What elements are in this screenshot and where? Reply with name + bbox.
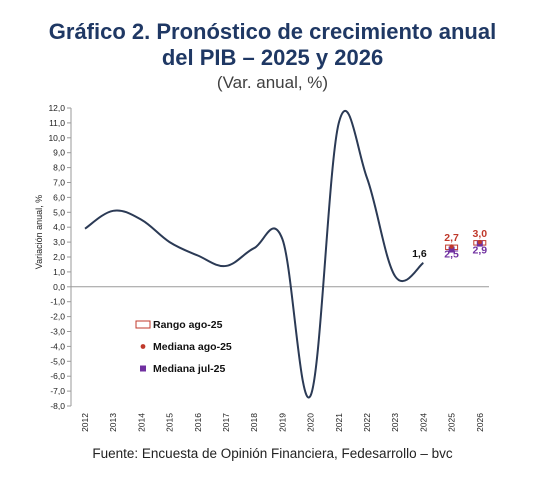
y-tick-label: -7,0	[50, 386, 65, 396]
y-axis-title: Variación anual, %	[34, 195, 44, 269]
source-note: Fuente: Encuesta de Opinión Financiera, …	[92, 446, 453, 461]
y-tick-label: -1,0	[50, 297, 65, 307]
data-label: 2,9	[472, 245, 487, 257]
data-label: 2,5	[444, 249, 459, 261]
median-jul-marker	[448, 246, 455, 253]
legend-median-jul-swatch	[140, 365, 146, 372]
chart-title-line1: Gráfico 2. Pronóstico de crecimiento anu…	[48, 19, 497, 44]
x-tick-label: 2021	[334, 413, 344, 432]
y-tick-label: 1,0	[53, 267, 65, 277]
y-tick-label: 4,0	[53, 222, 65, 232]
x-tick-label: 2014	[136, 413, 146, 432]
y-tick-label: 5,0	[53, 207, 65, 217]
legend-median-aug-swatch	[140, 344, 146, 349]
x-tick-label: 2022	[362, 413, 372, 432]
x-tick-label: 2015	[165, 413, 175, 432]
y-tick-label: 7,0	[53, 178, 65, 188]
data-label: 3,0	[472, 228, 487, 240]
x-tick-label: 2024	[418, 413, 428, 432]
y-tick-label: 10,0	[48, 133, 65, 143]
legend-label: Mediana ago-25	[153, 341, 232, 353]
y-tick-label: -4,0	[50, 341, 65, 351]
x-tick-label: 2013	[108, 413, 118, 432]
chart-subtitle: (Var. anual, %)	[216, 73, 329, 92]
x-tick-label: 2018	[249, 413, 259, 432]
x-tick-label: 2017	[221, 413, 231, 432]
gdp-growth-line	[84, 110, 425, 399]
y-tick-label: -3,0	[50, 327, 65, 337]
y-tick-label: 3,0	[53, 237, 65, 247]
chart-title-line2: del PIB – 2025 y 2026	[161, 45, 384, 70]
y-tick-label: 0,0	[53, 282, 65, 292]
y-tick-label: -8,0	[50, 401, 65, 411]
x-tick-label: 2012	[80, 413, 90, 432]
y-tick-label: 6,0	[53, 192, 65, 202]
y-tick-label: -2,0	[50, 312, 65, 322]
median-aug-marker	[477, 239, 482, 245]
x-tick-label: 2023	[390, 413, 400, 432]
data-label: 1,6	[412, 248, 427, 260]
x-tick-label: 2026	[475, 413, 485, 432]
x-tick-label: 2025	[447, 413, 457, 432]
y-tick-label: 11,0	[49, 118, 65, 128]
y-tick-label: 9,0	[53, 148, 65, 158]
x-tick-label: 2020	[306, 413, 316, 432]
y-tick-label: -5,0	[50, 356, 65, 366]
y-tick-label: -6,0	[50, 371, 65, 381]
x-tick-label: 2019	[277, 413, 287, 432]
data-label: 2,7	[444, 232, 459, 244]
y-tick-label: 12,0	[48, 103, 65, 113]
legend-label: Rango ago-25	[153, 319, 223, 331]
legend-range-swatch	[135, 320, 151, 329]
y-tick-label: 8,0	[53, 163, 65, 173]
legend-label: Mediana jul-25	[153, 363, 226, 375]
median-aug-marker	[449, 244, 454, 249]
x-tick-label: 2016	[193, 413, 203, 432]
y-tick-label: 2,0	[53, 252, 65, 262]
